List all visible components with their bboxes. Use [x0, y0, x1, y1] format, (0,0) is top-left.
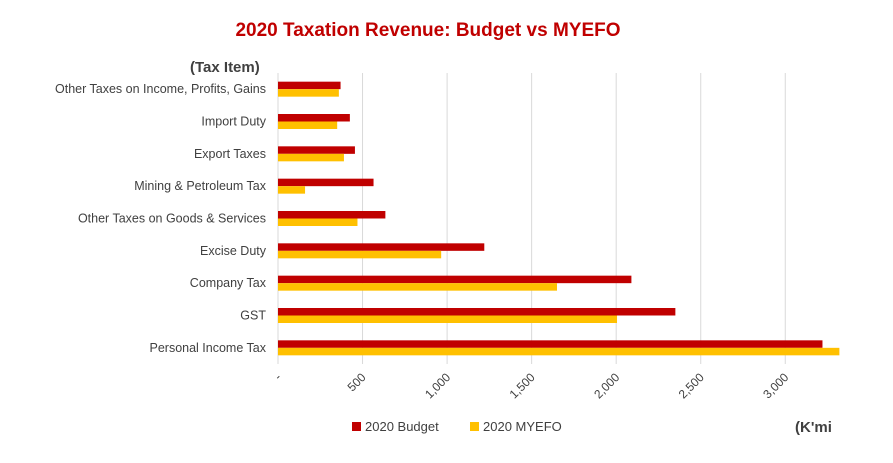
category-label: Excise Duty — [200, 244, 267, 258]
category-label: Other Taxes on Income, Profits, Gains — [55, 82, 266, 96]
bar — [278, 315, 618, 323]
bar — [278, 347, 840, 356]
category-label: Other Taxes on Goods & Services — [78, 212, 266, 226]
legend: 2020 Budget 2020 MYEFO — [352, 419, 562, 434]
category-label: Export Taxes — [194, 147, 266, 161]
x-tick-label: 1,500 — [507, 370, 538, 401]
category-label: Personal Income Tax — [150, 341, 267, 355]
category-label: Import Duty — [201, 115, 266, 129]
bar — [278, 218, 358, 226]
bar — [278, 146, 355, 154]
bar — [278, 275, 632, 284]
chart-title: 2020 Taxation Revenue: Budget vs MYEFO — [235, 20, 620, 41]
x-tick-label: 2,500 — [676, 370, 707, 401]
legend-swatch — [352, 422, 361, 431]
category-labels: Other Taxes on Income, Profits, Gains Imp… — [55, 82, 267, 355]
bar — [278, 121, 338, 129]
bar — [278, 178, 374, 187]
category-label: Mining & Petroleum Tax — [134, 179, 267, 193]
legend-swatch — [470, 422, 479, 431]
bar — [278, 308, 676, 316]
bar — [278, 340, 823, 348]
bar — [278, 250, 442, 259]
x-tick-label: 1,000 — [422, 370, 453, 401]
y-axis-label: (Tax Item) — [190, 59, 260, 76]
bar — [278, 81, 341, 90]
category-label: GST — [240, 309, 266, 323]
x-axis-unit-label: (K'mi — [795, 419, 832, 436]
bar — [278, 114, 350, 122]
bar — [278, 283, 557, 291]
gridlines — [277, 73, 786, 364]
category-label: Company Tax — [190, 276, 267, 290]
legend-label: 2020 Budget — [365, 419, 439, 434]
bar — [278, 186, 306, 194]
x-tick-label: 2,000 — [591, 370, 622, 401]
legend-label: 2020 MYEFO — [483, 419, 562, 434]
bar — [278, 153, 344, 162]
x-tick-label: 3,000 — [760, 370, 791, 401]
bar — [278, 211, 386, 219]
bars — [278, 81, 840, 356]
bar — [278, 243, 485, 251]
x-tick-label: 500 — [345, 370, 369, 394]
bar — [278, 89, 339, 97]
x-tick-labels: - 500 1,000 1,500 2,000 2,500 3,000 — [271, 370, 791, 401]
x-tick-label: - — [271, 370, 284, 383]
